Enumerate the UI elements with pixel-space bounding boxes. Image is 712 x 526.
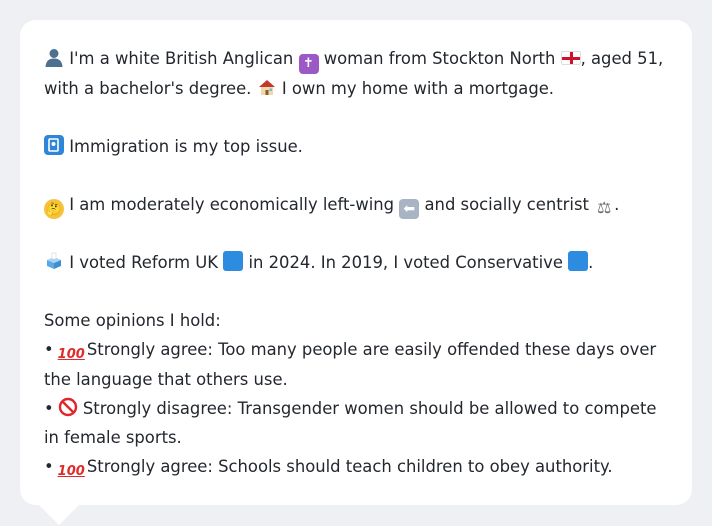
stance-text-1: I am moderately economically left-wing: [69, 195, 395, 214]
vote-text-3: .: [588, 253, 594, 272]
issue-text: Immigration is my top issue.: [69, 137, 303, 156]
identity-text-4: I own my home with a mortgage.: [281, 79, 555, 98]
vote-text-2: in 2024. In 2019, I voted Conservative: [248, 253, 563, 272]
opinions-heading: Some opinions I hold:: [44, 311, 221, 330]
persona-message-bubble: I'm a white British Anglican ✝ woman fro…: [20, 20, 692, 505]
reform-blue-square-icon: [223, 251, 244, 271]
vote-paragraph: I voted Reform UK in 2024. In 2019, I vo…: [44, 248, 668, 277]
bullet-point: •: [44, 457, 54, 476]
person-silhouette-icon: [44, 47, 64, 67]
bullet-point: •: [44, 399, 54, 418]
balance-scale-icon: ⚖: [596, 198, 612, 217]
bubble-tail: [38, 504, 80, 525]
opinion-item: • 100 Strongly agree: Too many people are…: [44, 335, 668, 394]
opinion-item: • Strongly disagree: Transgender women s…: [44, 394, 668, 452]
opinion-text: Strongly disagree: Transgender women sho…: [44, 399, 657, 447]
latin-cross-icon: ✝: [298, 54, 319, 74]
identity-text-1: I'm a white British Anglican: [69, 49, 294, 68]
thinking-face-icon: 🤔: [44, 199, 64, 219]
stance-text-3: .: [614, 195, 620, 214]
issue-paragraph: Immigration is my top issue.: [44, 132, 668, 161]
hundred-icon: 100: [57, 464, 85, 479]
conservative-blue-square-icon: [568, 251, 589, 271]
house-icon: [257, 77, 277, 97]
ballot-box-icon: [44, 251, 64, 271]
identity-paragraph: I'm a white British Anglican ✝ woman fro…: [44, 44, 668, 103]
left-arrow-icon: ⬅: [399, 199, 420, 219]
vote-text-1: I voted Reform UK: [69, 253, 219, 272]
opinion-item: • 100 Strongly agree: Schools should teac…: [44, 452, 668, 482]
opinion-text: Strongly agree: Too many people are easi…: [44, 340, 657, 389]
identity-text-3: , aged 51, with a bachelor's degree.: [44, 49, 664, 98]
opinion-text: Strongly agree: Schools should teach chi…: [86, 457, 613, 476]
england-flag-icon: [560, 51, 581, 65]
bullet-point: •: [44, 340, 54, 359]
stance-paragraph: 🤔 I am moderately economically left-wing…: [44, 190, 668, 219]
hundred-icon: 100: [57, 347, 85, 362]
stance-text-2: and socially centrist: [424, 195, 589, 214]
prohibited-icon: [58, 397, 78, 417]
identity-text-2: woman from Stockton North: [323, 49, 556, 68]
passport-control-icon: [44, 135, 64, 155]
